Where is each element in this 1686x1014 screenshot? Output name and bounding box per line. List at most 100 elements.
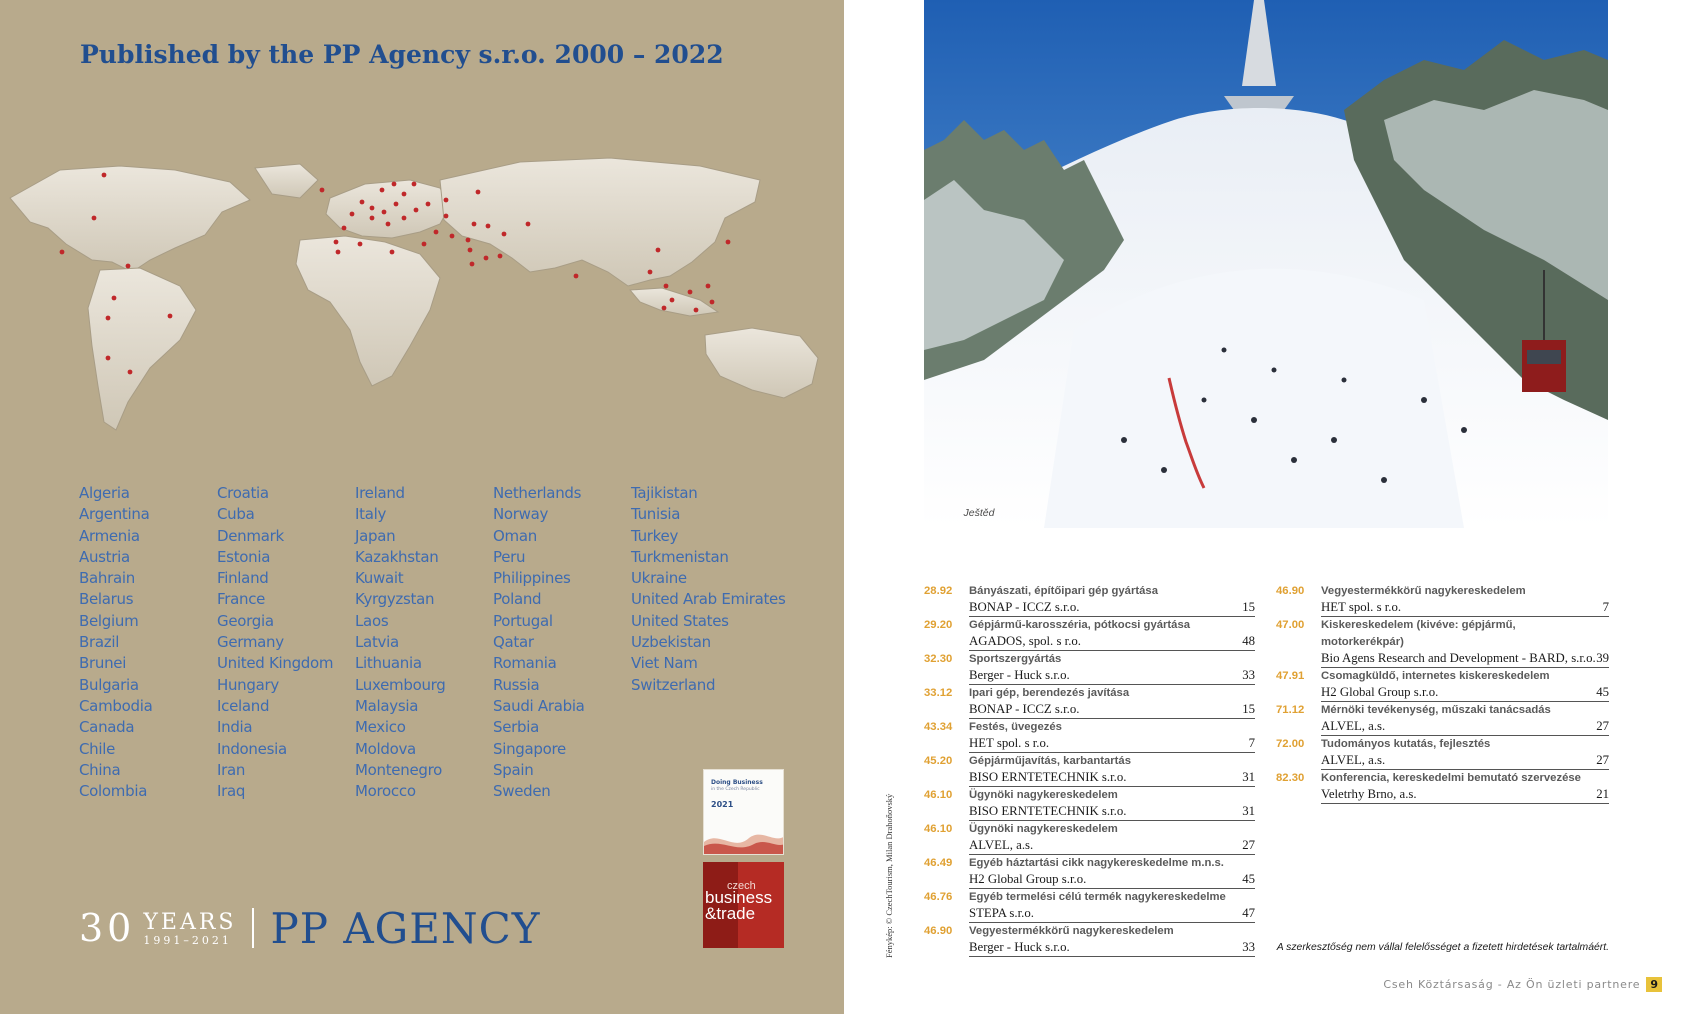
map-marker bbox=[449, 233, 455, 239]
map-marker bbox=[333, 239, 339, 245]
country-name: Japan bbox=[355, 526, 396, 545]
page-title: Published by the PP Agency s.r.o. 2000 –… bbox=[80, 40, 724, 69]
page-reference: 33 bbox=[1242, 668, 1255, 682]
continent-africa bbox=[295, 235, 441, 387]
country-name: Moldova bbox=[355, 739, 416, 758]
activity-name: Csomagküldő, internetes kiskereskedelem bbox=[1321, 670, 1550, 682]
listing-item: 46.90 Vegyestermékkörű nagykereskedelem HE… bbox=[1276, 583, 1609, 617]
company-name: HET spol. s r.o. bbox=[969, 736, 1050, 750]
page-reference: 7 bbox=[1248, 736, 1255, 750]
activity-code: 46.90 bbox=[1276, 585, 1305, 597]
map-marker bbox=[111, 295, 117, 301]
country-name: Singapore bbox=[493, 739, 566, 758]
map-marker bbox=[663, 283, 669, 289]
map-marker bbox=[661, 305, 667, 311]
activity-code: 45.20 bbox=[924, 755, 953, 767]
listing-item: 46.10 Ügynöki nagykereskedelem BISO ERNTET… bbox=[924, 787, 1255, 821]
thumb-year: 2021 bbox=[711, 800, 734, 809]
country-name: Bahrain bbox=[79, 569, 135, 588]
country-name: Iraq bbox=[217, 782, 246, 801]
map-marker bbox=[125, 263, 131, 269]
country-name: Peru bbox=[493, 547, 526, 566]
page-number: 9 bbox=[1646, 977, 1662, 992]
company-name: AGADOS, spol. s r.o. bbox=[969, 634, 1081, 648]
map-marker bbox=[105, 315, 111, 321]
cbt-trade: &trade bbox=[705, 904, 756, 923]
activity-name: Kiskereskedelem (kivéve: gépjármű, bbox=[1321, 619, 1516, 631]
country-name: Colombia bbox=[79, 782, 148, 801]
map-marker bbox=[389, 249, 395, 255]
map-marker bbox=[475, 189, 481, 195]
country-name: Qatar bbox=[493, 633, 534, 652]
map-marker bbox=[319, 187, 325, 193]
country-name: Italy bbox=[355, 505, 387, 524]
activity-code: 33.12 bbox=[924, 687, 953, 699]
activity-name-continued: motorkerékpár) bbox=[1321, 636, 1404, 648]
activity-code: 28.92 bbox=[924, 585, 953, 597]
brand-years: YEARS bbox=[143, 909, 237, 935]
activity-code: 29.20 bbox=[924, 619, 953, 631]
country-name: Croatia bbox=[217, 484, 269, 502]
photo-caption: Ještěd bbox=[960, 498, 998, 528]
map-marker bbox=[369, 205, 375, 211]
cbt-business: business bbox=[705, 888, 773, 907]
country-name: Denmark bbox=[217, 526, 284, 545]
country-name: Georgia bbox=[217, 611, 274, 630]
continent-north-america bbox=[9, 165, 251, 273]
page-reference: 33 bbox=[1242, 940, 1255, 954]
map-marker bbox=[709, 299, 715, 305]
map-marker bbox=[725, 239, 731, 245]
continent-greenland bbox=[254, 163, 319, 199]
page-reference: 27 bbox=[1242, 838, 1255, 852]
map-marker bbox=[101, 172, 107, 178]
country-name: Turkey bbox=[631, 526, 679, 545]
country-name: United Arab Emirates bbox=[631, 590, 786, 609]
country-column: Croatia Cuba Denmark Estonia Finland France Ge… bbox=[217, 483, 355, 802]
country-column: Ireland Italy Japan Kazakhstan Kuwait Kyrgyzs… bbox=[355, 483, 493, 802]
map-marker bbox=[357, 241, 363, 247]
map-marker bbox=[359, 199, 365, 205]
map-marker bbox=[501, 231, 507, 237]
map-marker bbox=[349, 211, 355, 217]
country-name: Argentina bbox=[79, 505, 150, 524]
map-marker bbox=[647, 269, 653, 275]
map-marker bbox=[411, 181, 417, 187]
country-name: Ireland bbox=[355, 484, 405, 502]
map-marker bbox=[127, 369, 133, 375]
country-column: Tajikistan Tunisia Turkey Turkmenistan Ukrai… bbox=[631, 483, 786, 802]
country-name: Saudi Arabia bbox=[493, 696, 585, 715]
brand-thirty: 30 bbox=[79, 906, 136, 950]
listing-item: 45.20 Gépjárműjavítás, karbantartás BISO E… bbox=[924, 753, 1255, 787]
company-name: H2 Global Group s.r.o. bbox=[1321, 685, 1439, 699]
company-name: Veletrhy Brno, a.s. bbox=[1321, 787, 1417, 801]
map-marker bbox=[669, 297, 675, 303]
country-name: Algeria bbox=[79, 484, 130, 502]
right-page: Ještěd Cseh Köztársaság - Az Ön üzleti p… bbox=[844, 0, 1686, 1014]
map-marker bbox=[425, 201, 431, 207]
page-reference: 45 bbox=[1596, 685, 1609, 699]
activity-name: Vegyestermékkörű nagykereskedelem bbox=[969, 925, 1174, 937]
company-name: STEPA s.r.o. bbox=[969, 906, 1034, 920]
country-name: Norway bbox=[493, 505, 549, 524]
map-marker bbox=[483, 255, 489, 261]
listing-item: 46.10 Ügynöki nagykereskedelem ALVEL, a.s.… bbox=[924, 821, 1255, 855]
company-name: HET spol. s r.o. bbox=[1321, 600, 1402, 614]
map-marker bbox=[59, 249, 65, 255]
activity-listing-left: 28.92 Bányászati, építőipari gép gyártása… bbox=[924, 583, 1255, 957]
listing-item: 82.30 Konferencia, kereskedelmi bemutató … bbox=[1276, 770, 1609, 804]
country-name: United States bbox=[631, 611, 729, 630]
listing-item: 47.91 Csomagküldő, internetes kiskeresked… bbox=[1276, 668, 1609, 702]
country-name: United Kingdom bbox=[217, 654, 334, 673]
country-name: Sweden bbox=[493, 782, 551, 801]
country-name: Tajikistan bbox=[631, 484, 698, 502]
map-marker bbox=[693, 307, 699, 313]
country-name: Kuwait bbox=[355, 569, 404, 588]
country-column: Algeria Argentina Armenia Austria Bahrain Bel… bbox=[79, 483, 217, 802]
country-name: India bbox=[217, 718, 253, 737]
activity-name: Konferencia, kereskedelmi bemutató szerv… bbox=[1321, 772, 1581, 784]
country-name: Poland bbox=[493, 590, 542, 609]
country-name: Cuba bbox=[217, 505, 255, 524]
country-name: Laos bbox=[355, 611, 389, 630]
country-name: France bbox=[217, 590, 266, 609]
activity-name: Gépjárműjavítás, karbantartás bbox=[969, 755, 1131, 767]
